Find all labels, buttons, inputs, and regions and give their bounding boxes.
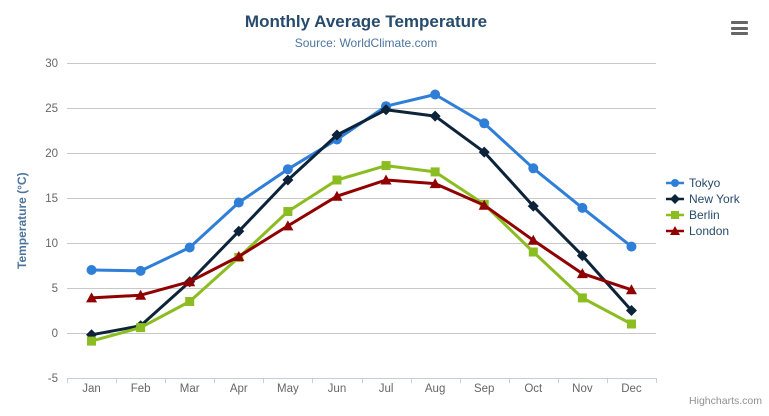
legend-label: London — [689, 224, 730, 238]
point-berlin-oct[interactable] — [528, 247, 538, 257]
highcharts-credit-link[interactable]: Highcharts.com — [689, 395, 762, 407]
y-axis-tick-label: -5 — [48, 373, 58, 385]
legend-label: New York — [689, 192, 740, 206]
y-axis-tick-label: 0 — [52, 328, 58, 340]
y-axis-tick-label: 25 — [45, 103, 58, 115]
series-line-berlin[interactable] — [90, 164, 633, 343]
x-axis-tick-label: Dec — [621, 383, 642, 395]
point-tokyo-apr[interactable] — [233, 197, 244, 208]
point-new-york-oct[interactable] — [527, 200, 539, 212]
point-london-jul[interactable] — [380, 174, 392, 185]
point-london-dec[interactable] — [625, 284, 637, 295]
point-london-jun[interactable] — [331, 190, 343, 201]
point-berlin-jan[interactable] — [87, 336, 97, 346]
point-london-aug[interactable] — [429, 178, 441, 189]
point-new-york-may[interactable] — [282, 174, 294, 186]
series-london[interactable] — [86, 174, 637, 303]
legend-item-tokyo[interactable]: Tokyo — [666, 177, 740, 189]
x-axis-tick-label: May — [277, 383, 299, 395]
x-axis-tick-label: Apr — [230, 383, 248, 395]
x-axis-tick-label: Aug — [425, 383, 445, 395]
point-tokyo-mar[interactable] — [184, 242, 195, 253]
point-new-york-dec[interactable] — [625, 305, 637, 316]
point-tokyo-jan[interactable] — [86, 265, 97, 275]
legend: Tokyo New York Berlin London — [666, 177, 740, 237]
legend-label: Berlin — [689, 208, 720, 222]
legend-symbol-triangle-icon — [666, 226, 684, 235]
legend-item-berlin[interactable]: Berlin — [666, 209, 740, 221]
point-tokyo-sep[interactable] — [479, 118, 490, 129]
point-new-york-aug[interactable] — [429, 110, 441, 122]
series-line-london[interactable] — [90, 178, 633, 300]
point-new-york-nov[interactable] — [576, 250, 588, 262]
x-axis-tick-label: Sep — [474, 383, 494, 395]
point-berlin-jul[interactable] — [381, 161, 391, 171]
series-tokyo[interactable] — [86, 89, 637, 276]
point-london-mar[interactable] — [184, 276, 196, 287]
legend-symbol-diamond-icon — [666, 194, 684, 204]
point-tokyo-feb[interactable] — [135, 265, 146, 276]
y-axis-title: Temperature (°C) — [15, 172, 29, 269]
point-berlin-jun[interactable] — [332, 175, 342, 185]
series-new-york[interactable] — [86, 104, 637, 341]
point-london-sep[interactable] — [478, 199, 490, 210]
x-axis-tick-label: Mar — [180, 383, 200, 395]
x-axis-tick-label: Jun — [328, 383, 347, 395]
point-tokyo-may[interactable] — [282, 164, 293, 175]
chart-title: Monthly Average Temperature — [244, 12, 488, 31]
point-tokyo-dec[interactable] — [626, 241, 637, 252]
legend-item-london[interactable]: London — [666, 225, 740, 237]
point-new-york-jun[interactable] — [331, 129, 343, 141]
point-new-york-jul[interactable] — [380, 104, 392, 116]
legend-marker-new-york[interactable] — [670, 194, 680, 204]
y-axis-tick-label: 30 — [45, 58, 58, 70]
point-london-may[interactable] — [282, 220, 294, 231]
legend-marker-london[interactable] — [670, 226, 680, 235]
hamburger-bar — [731, 32, 748, 35]
y-axis-tick-label: 10 — [45, 238, 58, 250]
point-tokyo-nov[interactable] — [577, 202, 588, 213]
legend-item-new-york[interactable]: New York — [666, 193, 740, 205]
point-berlin-nov[interactable] — [577, 293, 587, 303]
point-berlin-mar[interactable] — [185, 297, 195, 306]
y-axis-tick-label: 15 — [45, 193, 58, 205]
point-london-oct[interactable] — [527, 234, 539, 245]
legend-symbol-circle-icon — [666, 179, 684, 187]
point-new-york-apr[interactable] — [233, 225, 245, 237]
x-axis-tick-label: Feb — [131, 383, 151, 395]
legend-marker-berlin[interactable] — [671, 211, 679, 219]
y-axis-tick-label: 5 — [52, 283, 58, 295]
series-line-new-york[interactable] — [90, 108, 633, 337]
hamburger-bar — [731, 21, 748, 24]
point-london-feb[interactable] — [135, 289, 147, 300]
legend-symbol-square-icon — [666, 211, 684, 219]
y-axis-tick-label: 20 — [45, 148, 58, 160]
export-menu-icon[interactable] — [731, 21, 748, 35]
point-london-apr[interactable] — [233, 251, 245, 261]
x-axis-tick-label: Jan — [82, 383, 101, 395]
chart-subtitle: Source: WorldClimate.com — [294, 36, 438, 50]
point-tokyo-oct[interactable] — [528, 163, 539, 174]
point-berlin-may[interactable] — [283, 207, 293, 216]
point-berlin-aug[interactable] — [430, 167, 440, 177]
point-berlin-dec[interactable] — [626, 319, 636, 329]
legend-marker-tokyo[interactable] — [671, 179, 679, 187]
x-axis-tick-label: Nov — [572, 383, 593, 395]
point-london-nov[interactable] — [576, 268, 588, 279]
point-berlin-feb[interactable] — [136, 323, 146, 333]
point-london-jan[interactable] — [86, 292, 98, 303]
x-axis-tick-label: Oct — [524, 383, 543, 395]
hamburger-bar — [731, 26, 748, 30]
point-tokyo-aug[interactable] — [430, 89, 441, 100]
legend-label: Tokyo — [689, 176, 721, 190]
x-axis-tick-label: Jul — [379, 383, 394, 395]
point-new-york-sep[interactable] — [478, 146, 490, 158]
